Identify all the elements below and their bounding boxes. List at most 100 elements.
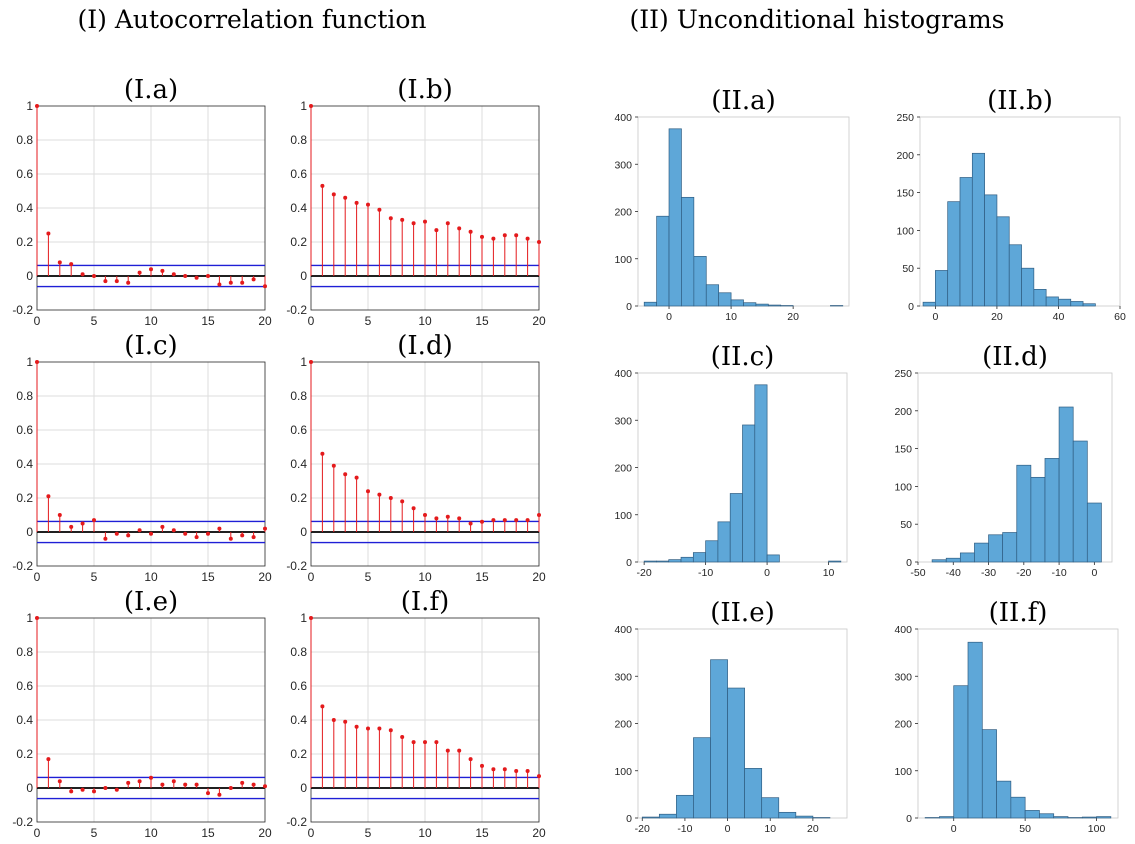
y-tick-label: 0.4 [16, 457, 33, 471]
histogram-bar [717, 521, 731, 563]
y-tick-label: 0 [626, 813, 632, 825]
x-tick-label: 0 [34, 826, 41, 840]
left-section-title: (I) Autocorrelation function [77, 5, 426, 34]
panel-title: (II.a) [711, 86, 776, 116]
y-tick-label: 0.6 [290, 423, 307, 437]
histogram-bar [693, 737, 711, 819]
y-tick-label: 0.8 [290, 389, 307, 403]
y-tick-label: 300 [894, 671, 912, 683]
histogram-bar [693, 256, 707, 307]
x-tick-label: 20 [991, 311, 1003, 323]
acf-point [502, 767, 507, 772]
x-tick-label: 0 [308, 314, 315, 328]
histogram-bar [1008, 244, 1022, 307]
acf-point [468, 521, 473, 526]
panel-title: (II.d) [982, 342, 1048, 372]
acf-point [537, 513, 541, 517]
axes: 0 5 10 15 20-0.200.20.40.60.81 [286, 99, 546, 328]
panel-title: (II.c) [711, 342, 775, 372]
x-tick-label: 10 [764, 823, 776, 835]
panel-ii-b: (II.b) 0 20 40 60 0 50 100 150 200 250 [896, 86, 1126, 323]
x-tick-label: 0 [725, 823, 731, 835]
axes: 0 50 100 0 100 200 300 400 [894, 624, 1119, 835]
acf-point [69, 262, 74, 267]
acf-point [457, 748, 462, 753]
histogram-bar [922, 301, 936, 307]
histogram-bar [974, 542, 989, 563]
acf-point [377, 492, 382, 497]
acf-point [263, 284, 267, 289]
acf-point [343, 195, 348, 200]
acf-point [423, 740, 427, 745]
acf-point [103, 536, 108, 541]
histogram-bar [984, 194, 998, 307]
acf-point [309, 360, 313, 364]
acf-point [149, 775, 153, 780]
y-tick-label: 200 [614, 463, 632, 475]
histogram-bar [1096, 816, 1112, 819]
y-tick-label: 0 [626, 557, 632, 569]
panel-i-d: (I.d)0 5 10 15 20-0.200.20.40.60.81 [286, 331, 546, 584]
acf-point [206, 791, 210, 796]
histogram-bar [1058, 298, 1072, 307]
acf-point [240, 533, 245, 538]
x-tick-label: 5 [91, 826, 98, 840]
x-tick-label: 20 [807, 823, 819, 835]
y-tick-label: -0.2 [286, 303, 307, 317]
panel-i-e: (I.e)0 5 10 15 20-0.200.20.40.60.81 [12, 587, 272, 840]
y-tick-label: 0.4 [290, 457, 307, 471]
histogram-bar [766, 554, 780, 563]
x-tick-label: 10 [823, 567, 835, 579]
y-tick-label: 100 [614, 766, 632, 778]
acf-point [206, 531, 210, 536]
y-tick-label: 300 [614, 415, 632, 427]
acf-point [331, 718, 336, 722]
acf-point [309, 104, 313, 108]
acf-point [525, 518, 530, 523]
acf-point [160, 524, 165, 529]
acf-point [525, 769, 530, 773]
acf-point [480, 763, 484, 768]
y-tick-label: 0 [300, 269, 307, 283]
histogram-bar [692, 552, 706, 563]
y-tick-label: 0.8 [290, 133, 307, 147]
x-tick-label: 10 [144, 826, 158, 840]
acf-point [69, 524, 74, 529]
x-tick-label: 0 [1091, 567, 1097, 579]
histogram-bar [1072, 440, 1088, 563]
y-tick-label: 0.8 [16, 645, 33, 659]
acf-point [46, 231, 51, 236]
x-tick-label: -20 [1016, 567, 1031, 579]
x-tick-label: 15 [201, 826, 215, 840]
x-tick-label: 15 [201, 314, 215, 328]
acf-point [400, 735, 405, 739]
acf-point [171, 272, 176, 277]
x-tick-label: -20 [635, 823, 650, 835]
x-tick-label: 10 [144, 570, 158, 584]
histogram-bar [755, 303, 769, 307]
acf-point [309, 616, 313, 620]
y-tick-label: 200 [614, 207, 632, 219]
acf-point [354, 724, 359, 729]
acf-point [80, 272, 85, 277]
y-tick-label: 100 [894, 766, 912, 778]
acf-point [263, 784, 267, 789]
x-tick-label: 15 [475, 826, 489, 840]
acf-point [194, 782, 199, 787]
y-tick-label: 200 [896, 150, 914, 162]
acf-point [35, 616, 39, 620]
acf-point [320, 704, 325, 709]
acf-point [57, 513, 62, 517]
histogram-bar [935, 270, 949, 307]
y-tick-label: 250 [896, 112, 914, 124]
acf-point [137, 779, 142, 784]
acf-point [114, 279, 119, 284]
y-tick-label: 0.6 [290, 679, 307, 693]
y-tick-label: 100 [894, 481, 912, 493]
y-tick-label: 0 [300, 525, 307, 539]
acf-point [228, 786, 233, 790]
panel-i-a: (I.a)0 5 10 15 20-0.200.20.40.60.81 [12, 75, 272, 328]
axes: 0 5 10 15 20-0.200.20.40.60.81 [12, 99, 272, 328]
